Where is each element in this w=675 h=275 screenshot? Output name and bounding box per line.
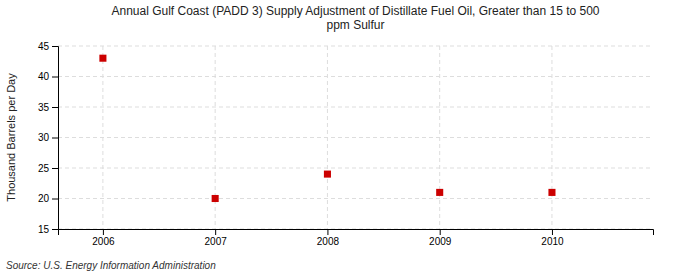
y-tick-label: 40 [38, 71, 50, 82]
x-grid-line [102, 46, 103, 229]
y-tick-mark [52, 46, 58, 47]
y-tick: 15 [38, 224, 58, 235]
x-axis-line [59, 230, 654, 236]
grid [58, 46, 653, 229]
x-tick: 2008 [317, 229, 340, 247]
x-tick: 2007 [205, 229, 228, 247]
point [548, 189, 555, 196]
point [436, 189, 443, 196]
points [99, 55, 555, 202]
y-tick: 30 [38, 132, 58, 143]
y-grid-line [58, 198, 653, 199]
x-tick-mark [440, 229, 441, 235]
y-grid-line [58, 46, 653, 47]
x-tick-label: 2006 [92, 236, 115, 247]
y-tick-label: 15 [38, 224, 50, 235]
y-tick: 35 [38, 102, 58, 113]
plot-area: 2006 2007 2008 2009 2010 15 20 25 30 35 40 45 [38, 41, 654, 247]
x-tick-label: 2009 [429, 236, 452, 247]
y-tick-label: 35 [38, 102, 50, 113]
y-tick-mark [52, 229, 58, 230]
title: Annual Gulf Coast (PADD 3) Supply Adjust… [111, 4, 599, 32]
x-tick: 2010 [541, 229, 564, 247]
y-tick-label: 20 [38, 193, 50, 204]
x-tick-mark [327, 229, 328, 235]
x-tick-label: 2010 [541, 236, 564, 247]
x-axis: 2006 2007 2008 2009 2010 [59, 229, 654, 247]
x-tick-mark [552, 229, 553, 235]
x-tick: 2009 [429, 229, 452, 247]
point [99, 55, 106, 62]
annotation: Source: U.S. Energy Information Administ… [6, 260, 216, 271]
chart: 2006 2007 2008 2009 2010 15 20 25 30 35 40 45 Annual… [0, 0, 675, 275]
x-grid-line [327, 46, 328, 229]
y-tick: 45 [38, 41, 58, 52]
y-tick: 25 [38, 163, 58, 174]
y-tick-label: 45 [38, 41, 50, 52]
y-axis-line [52, 47, 59, 230]
y-grid-line [58, 137, 653, 138]
x-grid-line [551, 46, 552, 229]
point [324, 171, 331, 178]
y-tick-mark [52, 138, 58, 139]
x-tick-mark [215, 229, 216, 235]
y-axis-label: Thousand Barrels per Day [5, 73, 17, 202]
x-tick-mark [103, 229, 104, 235]
x-tick-label: 2007 [205, 236, 228, 247]
x-tick-label: 2008 [317, 236, 340, 247]
y-tick: 20 [38, 193, 58, 204]
y-grid-line [58, 76, 653, 77]
x-tick: 2006 [92, 229, 115, 247]
y-axis: 15 20 25 30 35 40 45 [38, 41, 59, 235]
y-tick-mark [52, 199, 58, 200]
y-tick-label: 25 [38, 163, 50, 174]
point [212, 195, 219, 202]
y-tick-label: 30 [38, 132, 50, 143]
x-grid-line [439, 46, 440, 229]
y-tick-mark [52, 168, 58, 169]
y-tick-mark [52, 77, 58, 78]
y-tick: 40 [38, 71, 58, 82]
y-tick-mark [52, 107, 58, 108]
y-grid-line [58, 168, 653, 169]
y-grid-line [58, 107, 653, 108]
